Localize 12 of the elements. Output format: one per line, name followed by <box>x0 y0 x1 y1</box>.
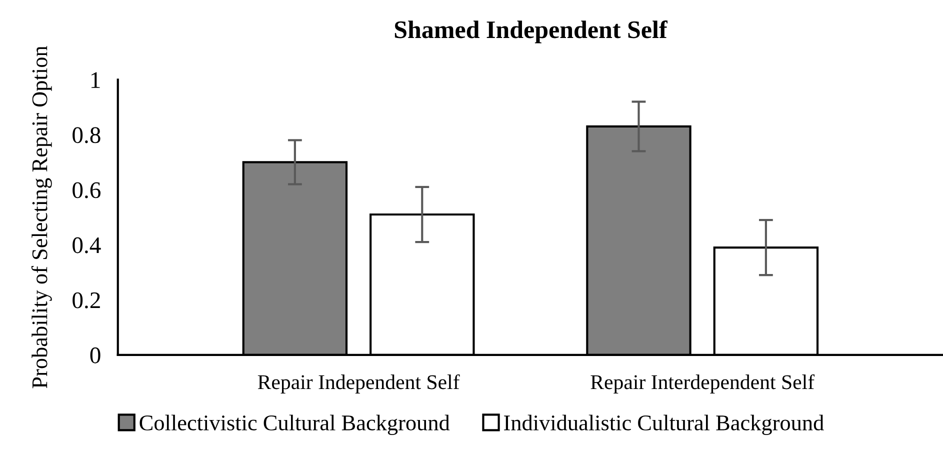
legend-label: Individualistic Cultural Background <box>504 414 824 435</box>
y-tick-label: 0.8 <box>72 127 100 144</box>
y-tick-label: 0.6 <box>72 182 101 198</box>
y-tick-label: 0.4 <box>72 237 101 254</box>
y-tick-label: 1 <box>91 72 100 88</box>
x-tick-label: Repair Interdependent Self <box>590 374 815 394</box>
y-tick-label: 0 <box>90 347 100 364</box>
y-axis-title: Probability of Selecting Repair Option <box>31 46 52 388</box>
legend-label: Collectivistic Cultural Background <box>140 414 450 435</box>
chart-title: Shamed Independent Self <box>394 20 668 44</box>
y-tick-label: 0.2 <box>72 292 100 308</box>
x-tick-label: Repair Independent Self <box>258 374 460 394</box>
